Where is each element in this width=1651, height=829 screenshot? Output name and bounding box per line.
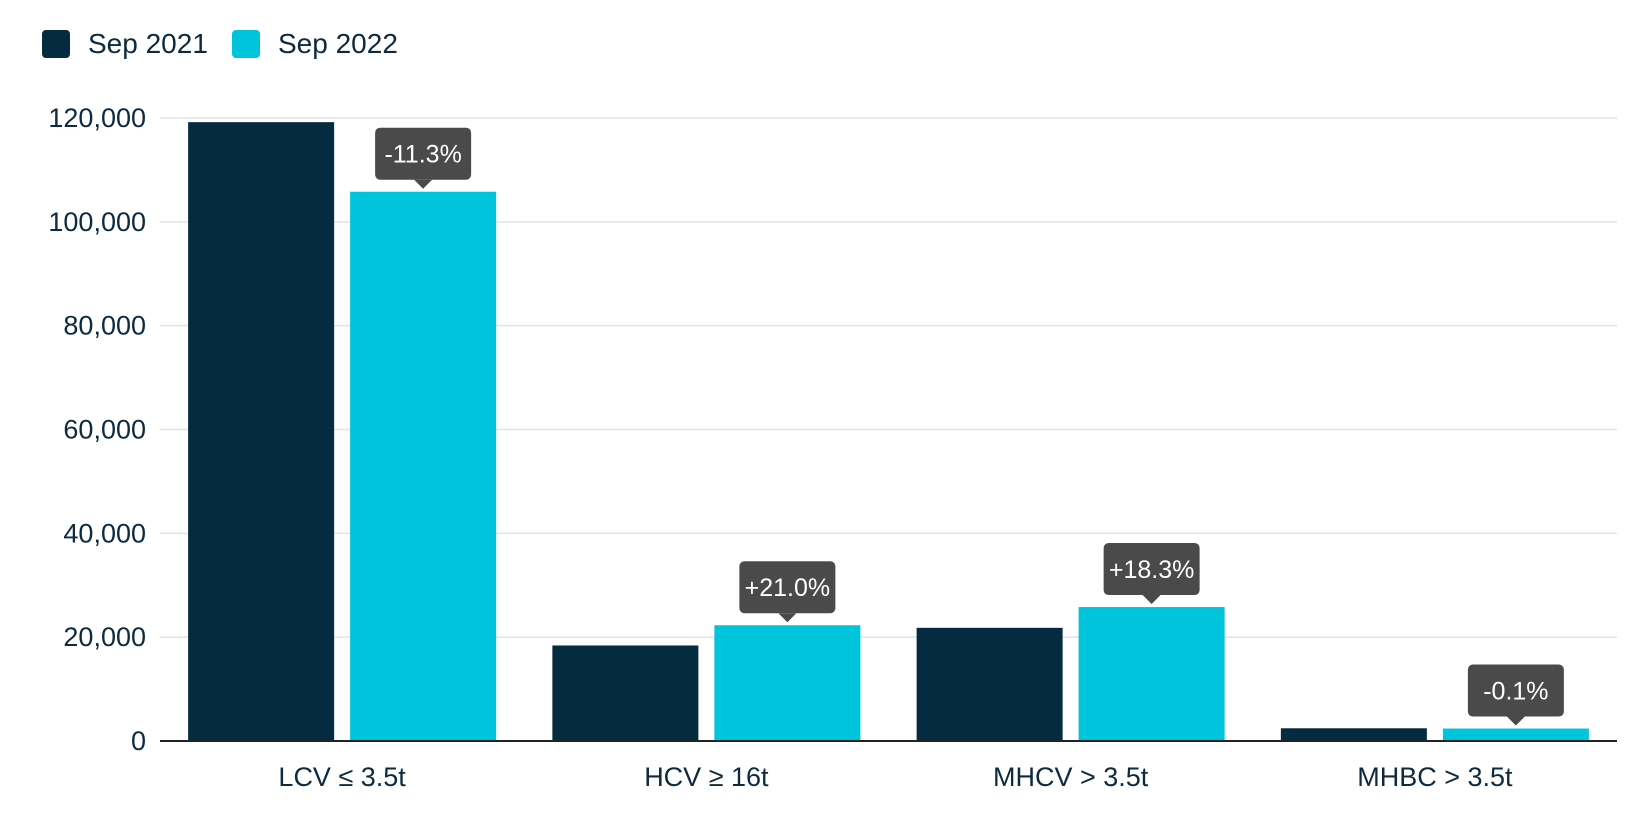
bar-sep-2021	[552, 645, 699, 741]
change-callout-pointer	[778, 613, 797, 623]
change-annotations: -11.3% +21.0% +18.3% -0.1%	[375, 127, 1564, 726]
change-label: -11.3%	[384, 141, 461, 169]
y-tick-label: 0	[131, 726, 146, 756]
legend-item: Sep 2021	[42, 28, 208, 59]
bar-sep-2022	[1442, 728, 1589, 741]
change-callout-pointer	[1506, 716, 1525, 726]
y-tick-label: 100,000	[48, 207, 146, 237]
y-tick-label: 80,000	[63, 311, 146, 341]
change-callout: -11.3%	[375, 127, 472, 189]
x-axis: LCV ≤ 3.5t HCV ≥ 16t MHCV > 3.5t MHBC > 3.5…	[278, 762, 1513, 792]
x-tick-label: MHBC > 3.5t	[1357, 762, 1513, 792]
change-callout-box	[1103, 543, 1200, 596]
change-callout-pointer	[414, 179, 433, 189]
change-callout: -0.1%	[1467, 664, 1564, 726]
legend-item: Sep 2022	[232, 28, 398, 59]
change-label: +18.3%	[1109, 556, 1195, 584]
x-tick-label: LCV ≤ 3.5t	[278, 762, 406, 792]
change-callout-box	[1467, 664, 1564, 717]
y-tick-label: 60,000	[63, 415, 146, 445]
change-callout-pointer	[1142, 595, 1161, 605]
legend-swatch	[42, 30, 70, 58]
x-tick-label: HCV ≥ 16t	[644, 762, 769, 792]
bar-sep-2021	[916, 627, 1063, 741]
change-callout-box	[739, 561, 836, 614]
change-callout: +21.0%	[739, 561, 836, 623]
bar-sep-2022	[350, 191, 497, 741]
legend-label: Sep 2022	[278, 28, 398, 59]
bar-sep-2022	[714, 625, 861, 741]
change-callout-box	[375, 127, 472, 180]
legend-label: Sep 2021	[88, 28, 208, 59]
x-tick-label: MHCV > 3.5t	[993, 762, 1149, 792]
y-tick-label: 120,000	[48, 103, 146, 133]
change-label: -0.1%	[1483, 678, 1548, 706]
change-label: +21.0%	[745, 574, 831, 602]
bars	[188, 122, 1589, 742]
legend-swatch	[232, 30, 260, 58]
y-tick-label: 20,000	[63, 622, 146, 652]
y-axis: 0 20,000 40,000 60,000 80,000 100,000 120,000	[48, 103, 146, 756]
bar-sep-2022	[1078, 607, 1225, 741]
legend: Sep 2021 Sep 2022	[42, 28, 398, 59]
y-tick-label: 40,000	[63, 518, 146, 548]
bar-sep-2021	[188, 122, 335, 742]
change-callout: +18.3%	[1103, 543, 1200, 605]
bar-sep-2021	[1280, 728, 1427, 741]
